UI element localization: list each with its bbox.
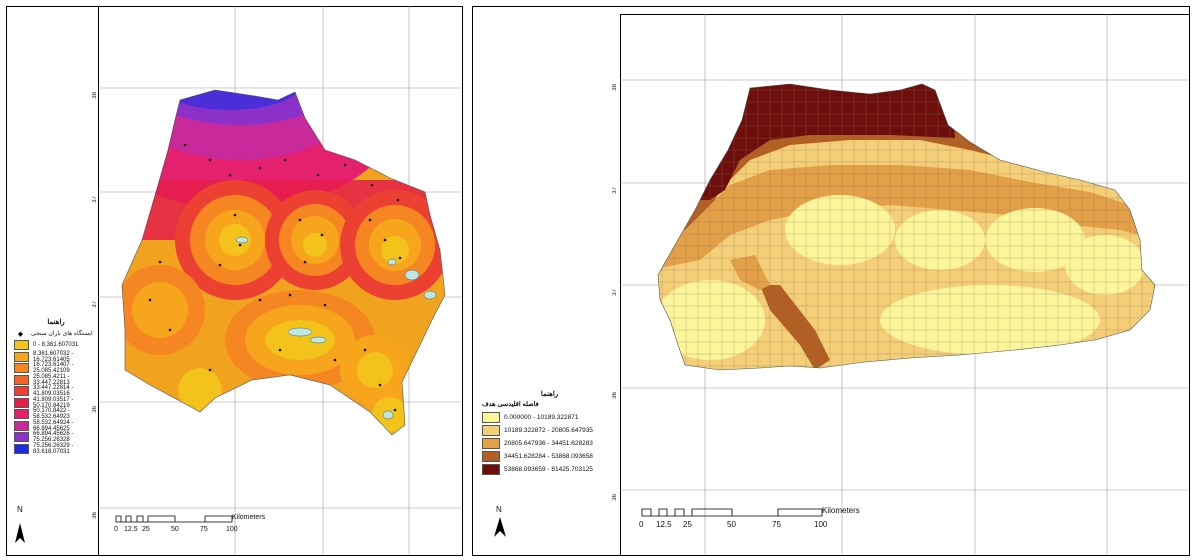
left-legend-label: 8.361.607032 - 16.723.61405 — [33, 350, 74, 363]
left-map-inner-frame — [98, 6, 463, 556]
right-scale-tick-2: 25 — [683, 520, 692, 529]
right-legend-label: 10189.322872 - 20805.647935 — [504, 427, 593, 434]
right-scale-bar — [641, 508, 823, 517]
left-legend-label: 66.894.45626 - 75.256.26328 — [33, 431, 74, 444]
left-scale-tick-5: 100 — [226, 526, 238, 533]
right-legend-swatch — [482, 412, 500, 423]
right-legend-subtitle: فاصله اقلیدسی هدف — [482, 401, 539, 408]
left-legend-label: 58.532.64924 - 66.894.45625 — [33, 419, 74, 432]
right-scale-tick-0: 0 — [639, 520, 644, 529]
right-lat-label: 37 — [612, 187, 618, 194]
right-scale-tick-1: 12.5 — [656, 520, 672, 529]
left-legend-label: 41.809.03517 - 50.170.84219 — [33, 396, 74, 409]
right-legend-swatch — [482, 464, 500, 475]
right-legend-label: 53868.093659 - 81425.703125 — [504, 466, 593, 473]
right-map-panel: 0 12.5 25 50 75 100 Kilometers N 38 37 3… — [470, 0, 1192, 560]
left-lat-label: 36 — [92, 512, 98, 519]
right-legend-swatch — [482, 451, 500, 462]
left-legend-title: راهنما — [47, 319, 65, 326]
left-legend-swatch — [14, 340, 29, 351]
idw-surface — [122, 90, 445, 435]
right-legend-label: 20805.647936 - 34451.628283 — [504, 440, 593, 447]
right-lat-label: 38 — [612, 84, 618, 91]
left-legend-label: 25.085.4211 - 33.447.22813 — [33, 373, 70, 386]
left-legend-item: 33.447.22814 - 41.809.03516 — [14, 385, 98, 398]
left-north-arrow-icon — [15, 523, 25, 543]
left-map-canvas — [15, 6, 461, 554]
left-scale-tick-2: 25 — [142, 526, 150, 533]
left-north-label: N — [17, 505, 23, 514]
left-legend-swatch — [14, 443, 29, 454]
right-legend-item: 53868.093659 - 81425.703125 — [482, 463, 617, 476]
left-legend-item: 8.361.607032 - 16.723.61405 — [14, 351, 98, 363]
right-scale-tick-3: 50 — [727, 520, 736, 529]
left-legend-point: ◆ ایستگاه های باران سنجی — [14, 328, 98, 340]
right-scale-unit: Kilometers — [822, 506, 860, 515]
left-legend-item: 41.809.03517 - 50.170.84219 — [14, 397, 98, 409]
left-legend-item: 75.256.26329 - 83.618.07031 — [14, 443, 98, 455]
left-lat-label: 37 — [92, 301, 98, 308]
right-scale-tick-5: 100 — [814, 520, 828, 529]
right-legend-swatch — [482, 438, 500, 449]
right-legend: راهنما فاصله اقلیدسی هدف 0.000000 - 1018… — [482, 390, 617, 476]
station-point-icon: ◆ — [17, 330, 24, 338]
right-legend-title: راهنما — [540, 391, 559, 398]
right-legend-item: 0.000000 - 10189.322871 — [482, 411, 617, 424]
right-legend-label: 34451.628284 - 53868.093658 — [504, 453, 593, 460]
right-lat-label: 36 — [612, 494, 618, 501]
left-legend-label: 75.256.26329 - 83.618.07031 — [33, 442, 74, 455]
left-legend-item: 50.170.8422 - 58.532.64923 — [14, 408, 98, 421]
right-map-canvas — [494, 14, 1188, 554]
left-legend-swatch — [14, 420, 29, 431]
left-lat-label: 38 — [92, 92, 98, 99]
left-legend-swatch — [14, 374, 29, 385]
right-legend-item: 10189.322872 - 20805.647935 — [482, 424, 617, 437]
right-north-arrow-icon — [494, 517, 506, 537]
left-legend-item: 25.085.4211 - 33.447.22813 — [14, 374, 98, 386]
right-lat-label: 37 — [612, 289, 618, 296]
distance-surface — [658, 84, 1155, 370]
left-legend: راهنما ◆ ایستگاه های باران سنجی 0 - 8.36… — [14, 318, 98, 455]
left-legend-swatch — [14, 351, 29, 362]
left-scale-tick-3: 50 — [171, 526, 179, 533]
left-lat-label: 37 — [92, 196, 98, 203]
left-scale-tick-4: 75 — [200, 526, 208, 533]
left-scale-tick-1: 12.5 — [124, 526, 138, 533]
right-legend-item: 34451.628284 - 53868.093658 — [482, 450, 617, 463]
left-legend-label: 0 - 8.361.607031 — [33, 342, 79, 349]
left-map-panel: 0 12.5 25 50 75 100 Kilometers N 38 37 3… — [0, 0, 468, 560]
left-legend-item: 16.723.61407 - 25.085.42109 — [14, 362, 98, 375]
left-legend-item: 0 - 8.361.607031 — [14, 340, 98, 352]
left-legend-swatch — [14, 386, 29, 397]
left-legend-swatch — [14, 397, 29, 408]
right-north-label: N — [496, 505, 502, 514]
left-scale-bar — [115, 515, 233, 523]
left-legend-swatch — [14, 363, 29, 374]
left-legend-swatch — [14, 432, 29, 443]
right-legend-item: 20805.647936 - 34451.628283 — [482, 437, 617, 450]
right-legend-label: 0.000000 - 10189.322871 — [504, 414, 579, 421]
left-legend-item: 66.894.45626 - 75.256.26328 — [14, 431, 98, 444]
right-scale-tick-4: 75 — [772, 520, 781, 529]
left-legend-item: 58.532.64924 - 66.894.45625 — [14, 420, 98, 432]
right-legend-swatch — [482, 425, 500, 436]
left-legend-label: 16.723.61407 - 25.085.42109 — [33, 362, 74, 375]
left-legend-label: 50.170.8422 - 58.532.64923 — [33, 408, 71, 421]
left-scale-unit: Kilometers — [232, 514, 266, 521]
left-legend-swatch — [14, 409, 29, 420]
left-legend-label: 33.447.22814 - 41.809.03516 — [33, 385, 74, 398]
left-scale-tick-0: 0 — [114, 526, 118, 533]
